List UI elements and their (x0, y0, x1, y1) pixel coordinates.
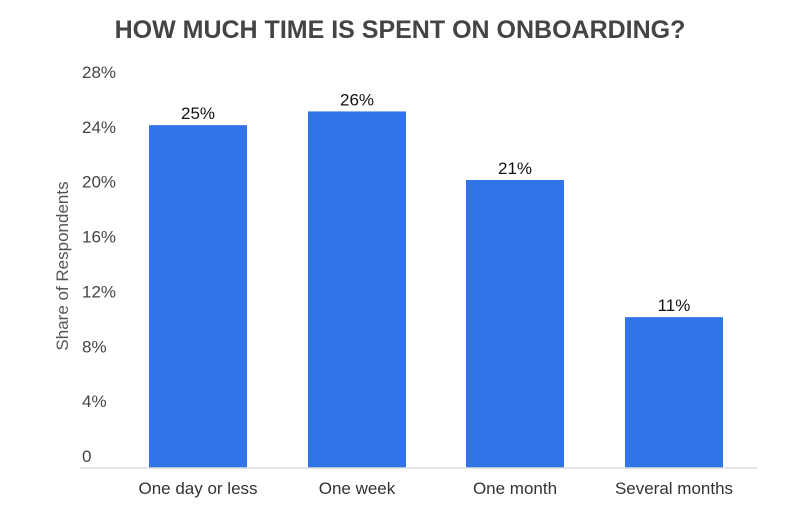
y-tick-label: 12% (82, 282, 116, 301)
data-label: 25% (181, 104, 215, 123)
y-tick-label: 24% (82, 118, 116, 137)
bar (308, 111, 406, 468)
bar (149, 125, 247, 469)
y-tick-label: 0 (82, 447, 91, 466)
chart-title: HOW MUCH TIME IS SPENT ON ONBOARDING? (115, 16, 686, 44)
x-tick-label: One month (473, 479, 557, 498)
y-tick-label: 20% (82, 173, 116, 192)
y-tick-label: 16% (82, 228, 116, 247)
bar (466, 180, 564, 468)
y-tick-label: 8% (82, 337, 107, 356)
x-tick-label: One week (319, 479, 396, 498)
data-label: 11% (658, 296, 691, 315)
y-axis-label: Share of Respondents (53, 181, 72, 350)
data-label: 21% (498, 159, 532, 178)
y-tick-label: 4% (82, 392, 107, 411)
bar (625, 317, 723, 468)
data-label: 26% (340, 90, 374, 109)
y-tick-label: 28% (82, 63, 116, 82)
x-tick-label: Several months (615, 479, 733, 498)
x-tick-label: One day or less (138, 479, 257, 498)
